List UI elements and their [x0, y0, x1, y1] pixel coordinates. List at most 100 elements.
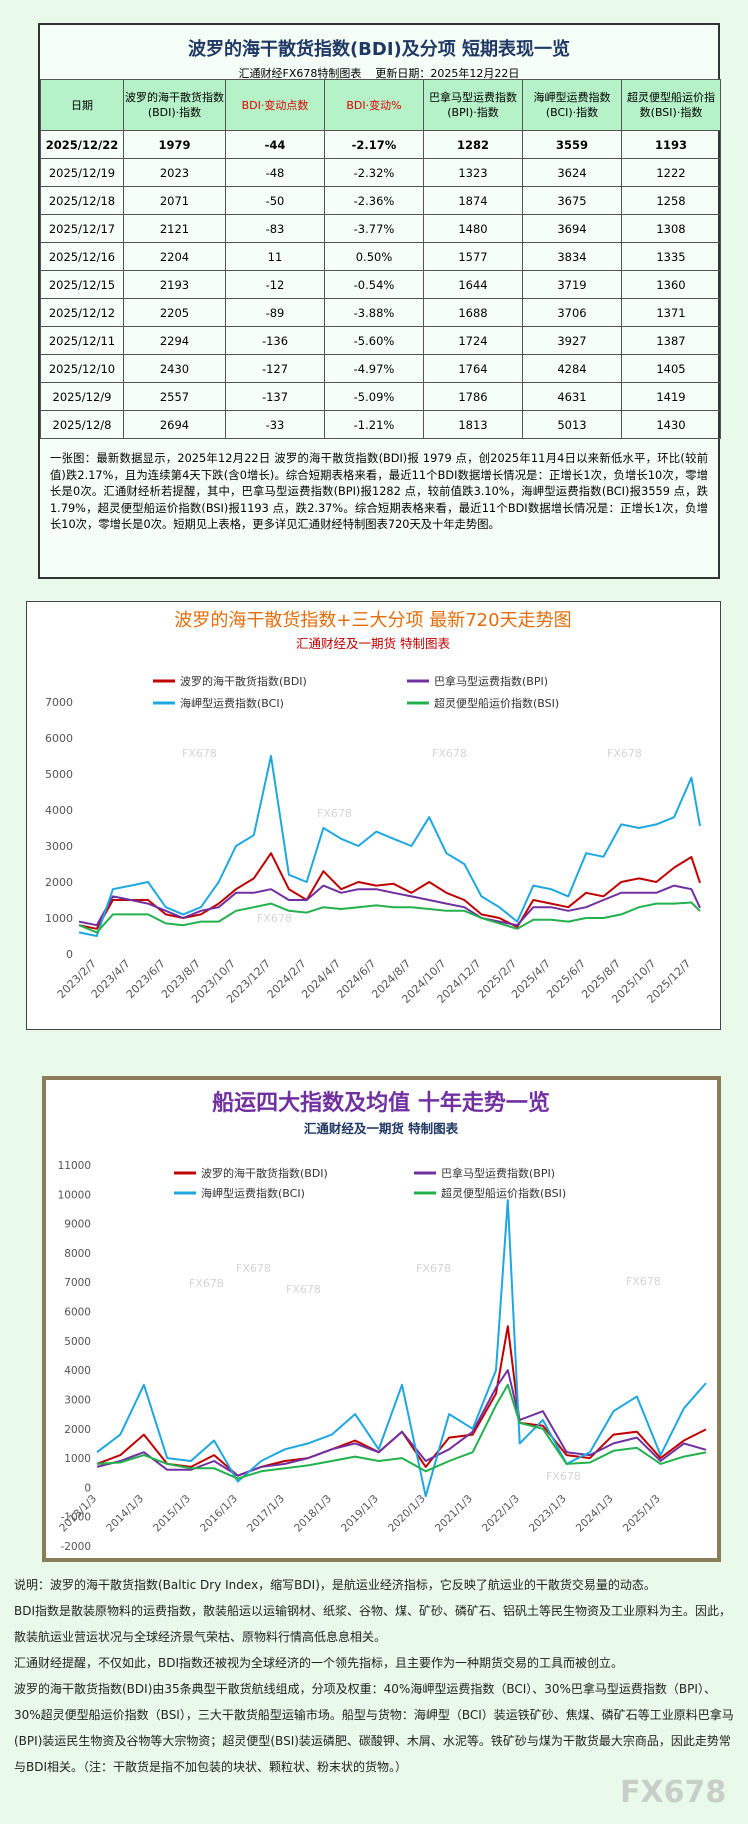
table-cell: -2.32%: [324, 158, 424, 187]
table-cell: 2025/12/12: [40, 298, 124, 327]
watermark: FX678: [317, 807, 352, 820]
table-cell: 2025/12/11: [40, 326, 124, 355]
table-row: 2025/12/10 2430 -127 -4.97% 1764 4284 1405: [40, 354, 721, 383]
table-cell: 2204: [123, 242, 226, 271]
table-cell: 1308: [621, 214, 721, 243]
table-row: 2025/12/16 2204 11 0.50% 1577 3834 1335: [40, 242, 721, 271]
x-tick-label: 2016/1/3: [198, 1493, 240, 1535]
x-tick-label: 2018/1/3: [292, 1493, 334, 1535]
x-tick-label: 2019/1/3: [339, 1493, 381, 1535]
x-tick-label: 2014/1/3: [104, 1493, 146, 1535]
table-cell: -137: [225, 382, 325, 411]
table-row: 2025/12/17 2121 -83 -3.77% 1480 3694 1308: [40, 214, 721, 243]
y-tick-label: 5000: [45, 768, 73, 781]
header-cell: 巴拿马型运费指数(BPI)·指数: [423, 79, 523, 131]
legend-label: 波罗的海干散货指数(BDI): [201, 1166, 328, 1180]
table-cell: -5.60%: [324, 326, 424, 355]
legend-label: 波罗的海干散货指数(BDI): [180, 674, 307, 688]
y-tick-label: 3000: [45, 840, 73, 853]
table-heading: 波罗的海干散货指数(BDI)及分项 短期表现一览 汇通财经FX678特制图表 更…: [40, 25, 718, 81]
table-cell: 2025/12/22: [40, 130, 124, 159]
watermark: FX678: [546, 1470, 581, 1483]
note-line: BDI指数是散装原物料的运费指数，散装船运以运输钢材、纸浆、谷物、煤、矿砂、磷矿…: [14, 1604, 732, 1644]
watermark: FX678: [182, 747, 217, 760]
table-cell: -2.17%: [324, 130, 424, 159]
table-cell: 2025/12/19: [40, 158, 124, 187]
table-cell: -83: [225, 214, 325, 243]
chart-subtitle: 汇通财经及一期货 特制图表: [304, 1121, 459, 1136]
table-cell: 2025/12/15: [40, 270, 124, 299]
y-tick-label: 6000: [45, 732, 73, 745]
header-cell: BDI·变动%: [324, 79, 424, 131]
table-cell: 2025/12/9: [40, 382, 124, 411]
table-cell: 4631: [522, 382, 622, 411]
table-cell: 1813: [423, 410, 523, 439]
table-cell: 2025/12/16: [40, 242, 124, 271]
x-tick-label: 2024/1/3: [574, 1493, 616, 1535]
table-source: 汇通财经FX678特制图表: [238, 67, 362, 80]
watermark: FX678: [236, 1262, 271, 1275]
table-row: 2025/12/18 2071 -50 -2.36% 1874 3675 1258: [40, 186, 721, 215]
series-line: [78, 884, 701, 927]
legend-label: 巴拿马型运费指数(BPI): [441, 1166, 555, 1180]
table-cell: 2557: [123, 382, 226, 411]
table-cell: 1387: [621, 326, 721, 355]
table-cell: 2121: [123, 214, 226, 243]
table-cell: 3624: [522, 158, 622, 187]
header-cell: 日期: [40, 79, 124, 131]
table-cell: 2193: [123, 270, 226, 299]
watermark: FX678: [286, 1283, 321, 1296]
watermark: FX678: [189, 1277, 224, 1290]
chart-title: 波罗的海干散货指数+三大分项 最新720天走势图: [174, 610, 571, 631]
table-cell: 4284: [522, 354, 622, 383]
table-updated: 更新日期：2025年12月22日: [375, 67, 520, 80]
header-cell: BDI·变动点数: [225, 79, 325, 131]
table-cell: 3719: [522, 270, 622, 299]
y-tick-label: 4000: [45, 804, 73, 817]
watermark: FX678: [432, 747, 467, 760]
legend-label: 巴拿马型运费指数(BPI): [434, 674, 548, 688]
series-line: [78, 901, 701, 934]
chart: 波罗的海干散货指数+三大分项 最新720天走势图 汇通财经及一期货 特制图表 F…: [45, 610, 701, 1006]
table-cell: 1764: [423, 354, 523, 383]
summary-panel: 波罗的海干散货指数(BDI)及分项 短期表现一览 汇通财经FX678特制图表 更…: [38, 23, 721, 579]
watermark: FX678: [620, 1775, 727, 1810]
y-tick-label: 7000: [64, 1277, 91, 1289]
table-cell: -12: [225, 270, 325, 299]
table-cell: -136: [225, 326, 325, 355]
y-tick-label: 1000: [64, 1453, 91, 1465]
series-line: [78, 755, 701, 937]
table-cell: 1874: [423, 186, 523, 215]
table-cell: 2294: [123, 326, 226, 355]
chart-subtitle: 汇通财经及一期货 特制图表: [296, 636, 450, 651]
table-subheading: 汇通财经FX678特制图表 更新日期：2025年12月22日: [40, 65, 718, 81]
y-tick-label: 3000: [64, 1394, 91, 1406]
y-tick-label: -1000: [60, 1512, 91, 1524]
table-row: 2025/12/15 2193 -12 -0.54% 1644 3719 1360: [40, 270, 721, 299]
table-cell: 1360: [621, 270, 721, 299]
table-cell: 2430: [123, 354, 226, 383]
x-tick-label: 2017/1/3: [245, 1493, 287, 1535]
table-cell: 3927: [522, 326, 622, 355]
y-tick-label: 0: [84, 1482, 91, 1494]
table-cell: 1193: [621, 130, 721, 159]
y-tick-label: 7000: [45, 696, 73, 709]
table-cell: 1282: [423, 130, 523, 159]
table-cell: 2025/12/10: [40, 354, 124, 383]
table-cell: 11: [225, 242, 325, 271]
y-tick-label: 6000: [64, 1307, 91, 1319]
y-tick-label: 8000: [64, 1248, 91, 1260]
table-cell: 2694: [123, 410, 226, 439]
table-cell: 1419: [621, 382, 721, 411]
table-cell: 1371: [621, 298, 721, 327]
table-cell: -4.97%: [324, 354, 424, 383]
header-cell: 海岬型运费指数(BCI)·指数: [522, 79, 622, 131]
table-cell: 1335: [621, 242, 721, 271]
table-row: 2025/12/19 2023 -48 -2.32% 1323 3624 1222: [40, 158, 721, 187]
chart-title: 船运四大指数及均值 十年走势一览: [212, 1090, 550, 1116]
table-cell: 1405: [621, 354, 721, 383]
x-tick-label: 2025/1/3: [621, 1493, 663, 1535]
table-cell: -127: [225, 354, 325, 383]
note-line: 说明：波罗的海干散货指数(Baltic Dry Index，缩写BDI)，是航运…: [14, 1578, 656, 1592]
table-cell: 2023: [123, 158, 226, 187]
